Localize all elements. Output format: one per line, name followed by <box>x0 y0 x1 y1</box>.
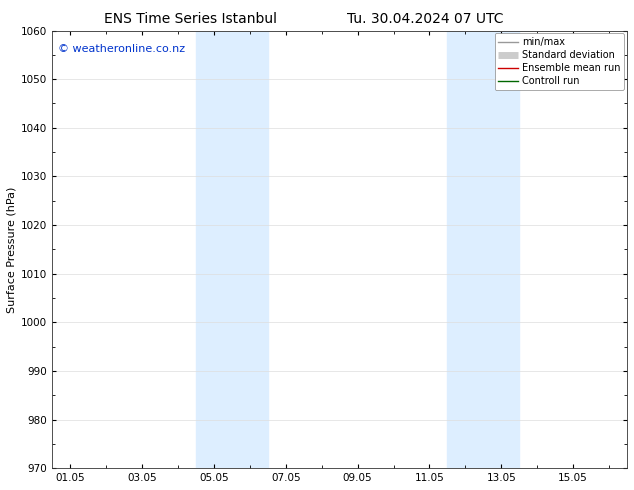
Legend: min/max, Standard deviation, Ensemble mean run, Controll run: min/max, Standard deviation, Ensemble me… <box>495 33 624 90</box>
Bar <box>448 30 519 468</box>
Y-axis label: Surface Pressure (hPa): Surface Pressure (hPa) <box>7 186 17 313</box>
Text: Tu. 30.04.2024 07 UTC: Tu. 30.04.2024 07 UTC <box>347 12 503 26</box>
Bar <box>196 30 268 468</box>
Text: ENS Time Series Istanbul: ENS Time Series Istanbul <box>104 12 276 26</box>
Text: © weatheronline.co.nz: © weatheronline.co.nz <box>58 44 185 54</box>
